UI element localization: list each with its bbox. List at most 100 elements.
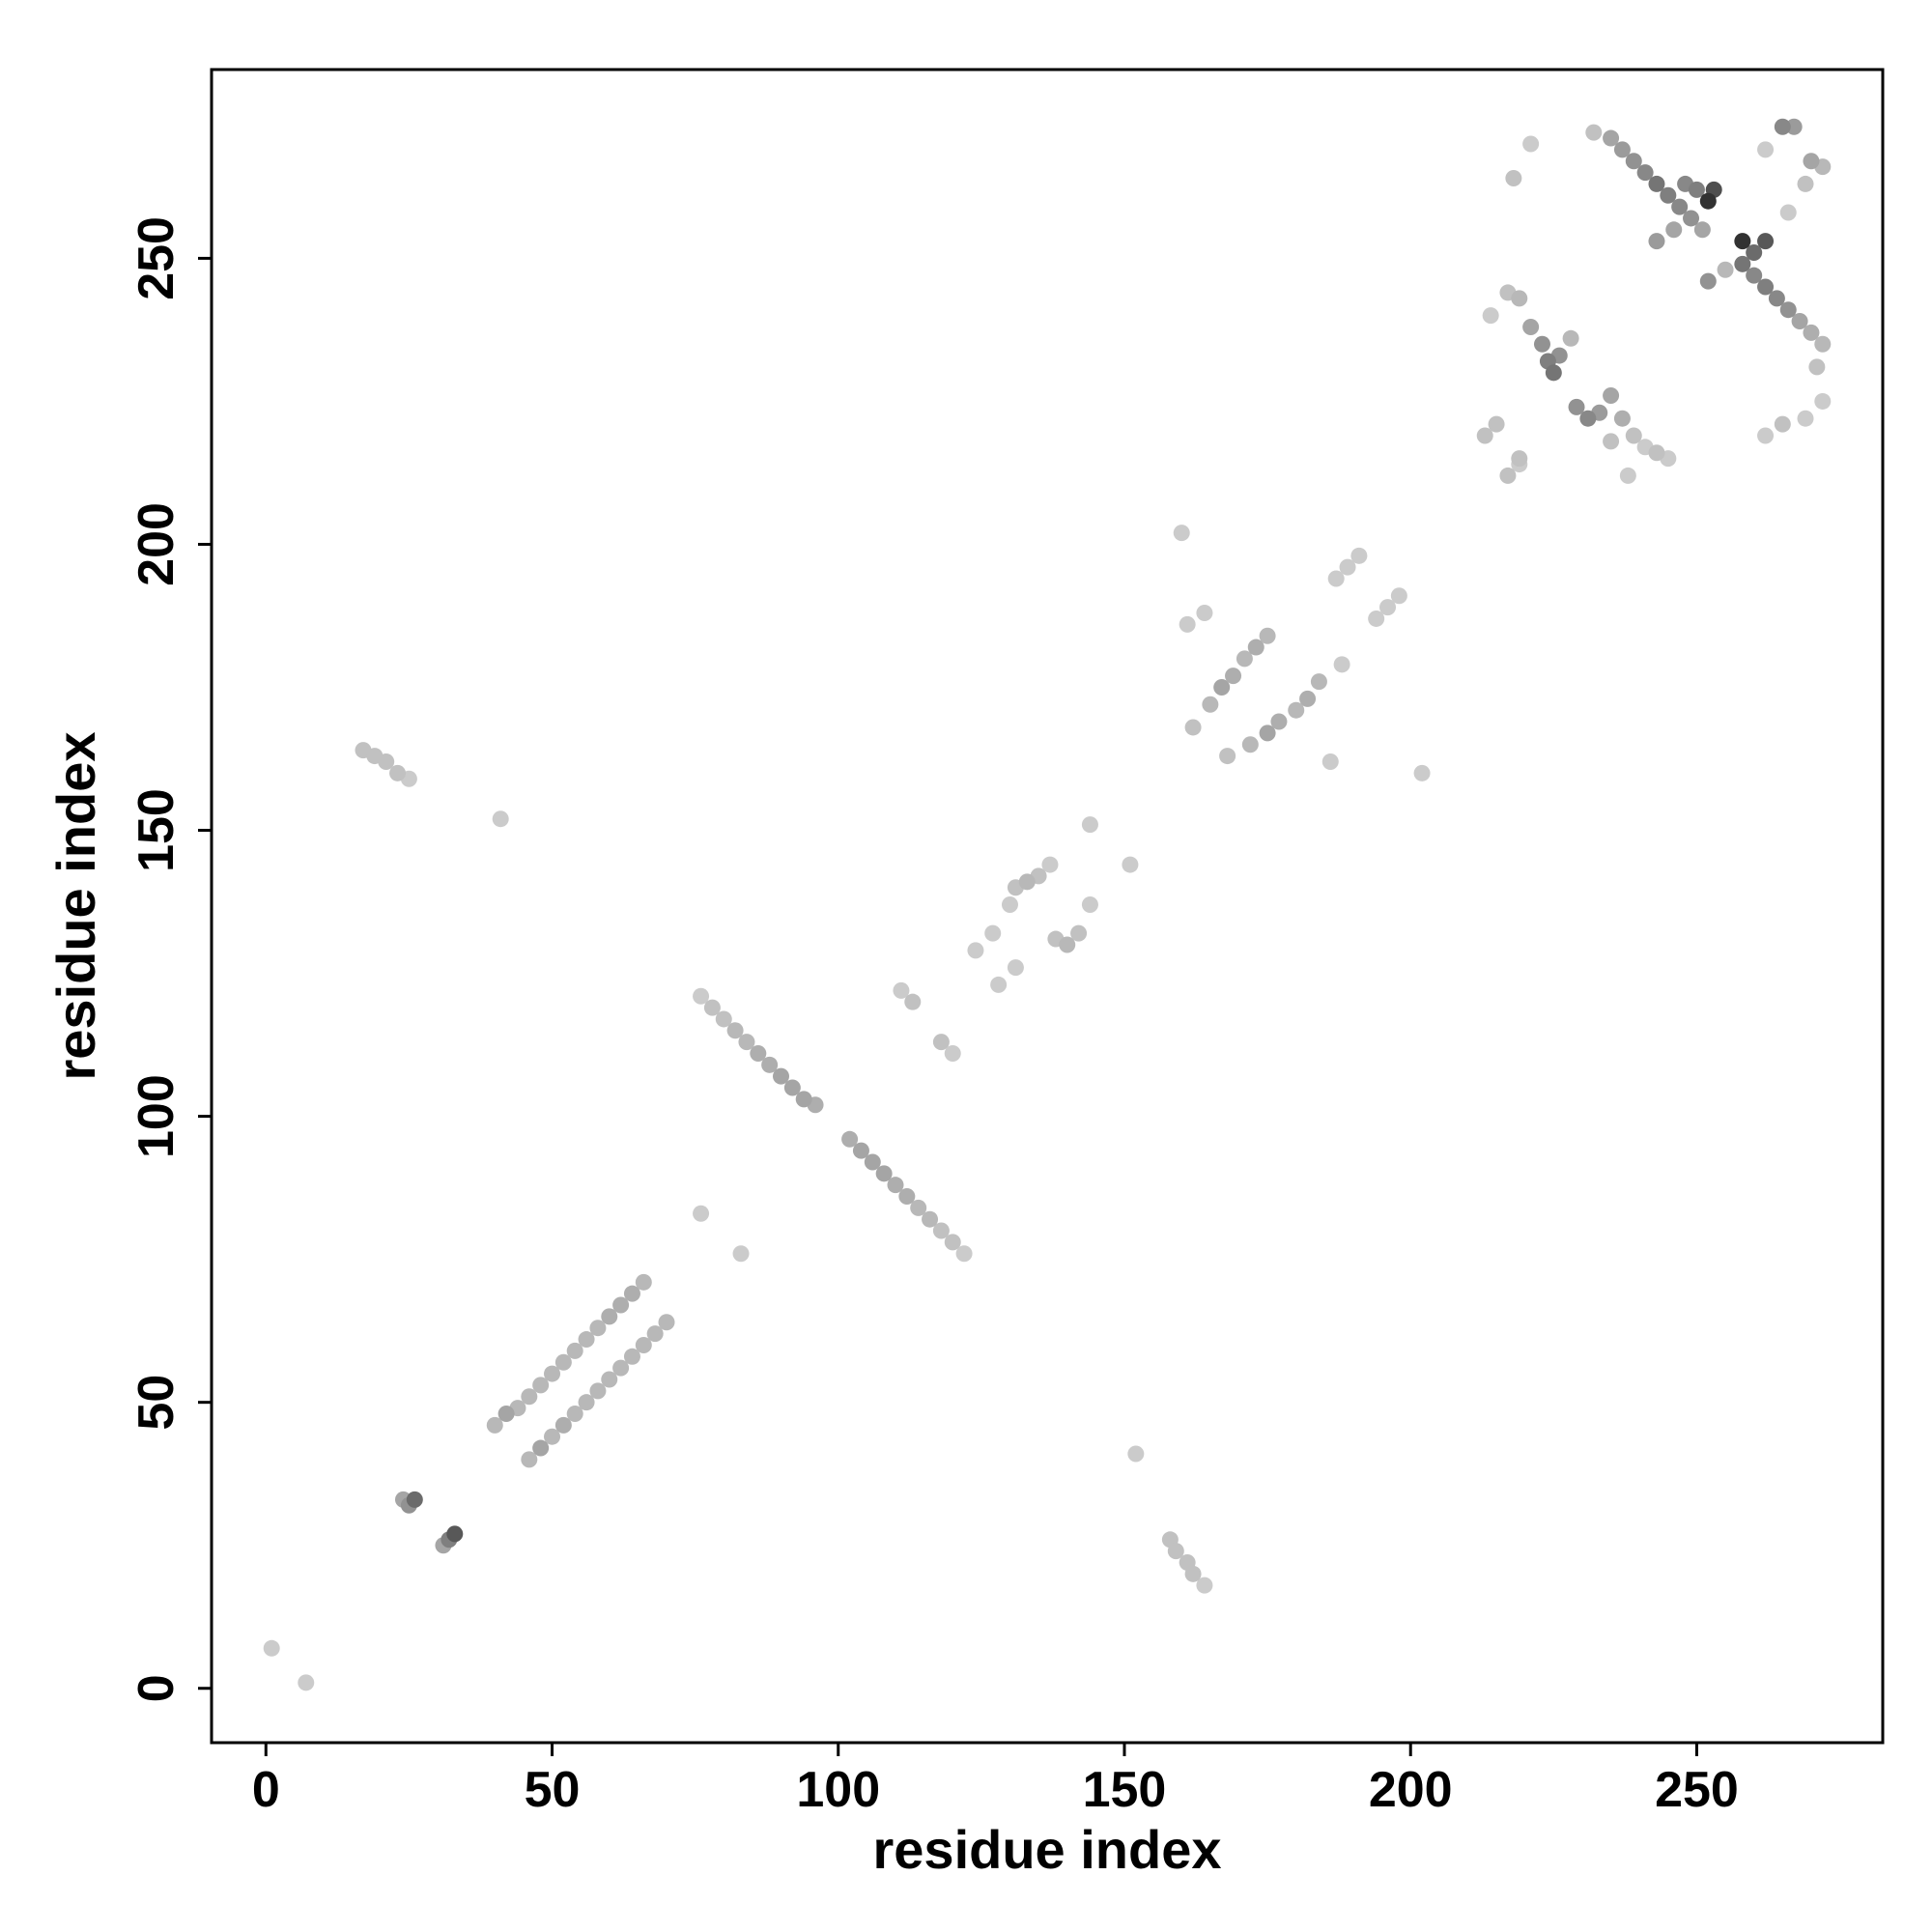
contact-point	[1757, 141, 1775, 158]
contact-point	[910, 1199, 927, 1216]
contact-point	[1613, 410, 1631, 427]
contact-point	[1081, 896, 1098, 914]
contact-point	[1665, 221, 1683, 239]
contact-point	[578, 1394, 595, 1411]
contact-point	[646, 1325, 664, 1343]
contact-point	[887, 1177, 904, 1194]
contact-point	[1693, 221, 1711, 239]
contact-point	[263, 1639, 280, 1657]
contact-point	[726, 1022, 744, 1039]
contact-point	[1202, 696, 1219, 713]
contact-point	[1699, 272, 1717, 290]
contact-point	[1001, 896, 1018, 914]
contact-point	[601, 1371, 618, 1388]
contact-point	[1757, 427, 1775, 444]
contact-point	[1241, 736, 1259, 753]
contact-point	[658, 1314, 675, 1331]
contact-point	[1041, 856, 1059, 873]
contact-point	[1797, 410, 1814, 427]
contact-point	[693, 1205, 710, 1222]
contact-point	[1350, 547, 1368, 564]
contact-point	[532, 1439, 550, 1457]
contact-point	[1127, 1445, 1145, 1463]
contact-point	[544, 1428, 561, 1445]
contact-point	[1603, 129, 1620, 147]
contact-point	[1196, 1577, 1213, 1594]
contact-point	[1081, 816, 1098, 834]
contact-point	[852, 1142, 869, 1159]
contact-point	[623, 1348, 640, 1365]
contact-point	[750, 1044, 767, 1062]
contact-point	[967, 942, 984, 959]
contact-point	[1683, 210, 1700, 227]
y-tick-label: 100	[128, 1074, 185, 1158]
contact-point	[1619, 467, 1636, 484]
contact-point	[298, 1674, 315, 1691]
data-points	[263, 118, 1832, 1691]
contact-point	[521, 1388, 538, 1406]
contact-point	[1734, 233, 1751, 250]
contact-point	[1327, 570, 1345, 587]
contact-point	[1660, 186, 1677, 204]
contact-point	[623, 1285, 640, 1302]
contact-point	[1259, 627, 1276, 644]
contact-point	[944, 1044, 961, 1062]
contact-point	[635, 1273, 652, 1291]
x-tick-label: 50	[525, 1762, 581, 1818]
contact-point	[497, 1406, 515, 1423]
contact-point	[955, 1245, 973, 1263]
x-tick-label: 200	[1369, 1762, 1453, 1818]
contact-point	[554, 1416, 572, 1434]
contact-point	[1413, 764, 1431, 781]
contact-point	[1603, 433, 1620, 450]
contact-point	[1774, 118, 1791, 135]
contact-point	[990, 976, 1008, 993]
contact-point	[932, 1222, 950, 1239]
x-axis-title: residue index	[872, 1819, 1221, 1880]
y-tick-label: 50	[128, 1375, 185, 1431]
contact-point	[1390, 587, 1407, 605]
y-tick-label: 150	[128, 788, 185, 872]
contact-point	[1167, 1543, 1184, 1560]
contact-point	[612, 1359, 630, 1377]
contact-point	[875, 1165, 893, 1182]
contact-point	[1774, 415, 1791, 433]
contact-point	[1339, 558, 1356, 576]
contact-point	[1648, 444, 1665, 462]
contact-point	[984, 924, 1002, 942]
contact-point	[578, 1331, 595, 1349]
contact-point	[1379, 599, 1397, 616]
contact-point	[773, 1067, 790, 1085]
contact-point	[1533, 335, 1550, 353]
contact-point	[566, 1342, 583, 1359]
contact-point	[1288, 701, 1305, 719]
contact-point	[589, 1382, 607, 1400]
y-axis: 0 50 100 150 200 250	[128, 216, 212, 1702]
contact-point	[446, 1525, 464, 1543]
plot-frame	[210, 68, 1885, 1745]
contact-point	[1368, 610, 1385, 627]
contact-point	[532, 1377, 550, 1394]
contact-point	[1613, 141, 1631, 158]
contact-point	[1476, 427, 1493, 444]
contact-point	[1488, 415, 1505, 433]
contact-point	[761, 1056, 779, 1073]
contact-point	[612, 1296, 630, 1314]
contact-point	[864, 1153, 881, 1171]
contact-point	[601, 1308, 618, 1325]
contact-point	[1814, 392, 1832, 410]
contact-point	[554, 1353, 572, 1371]
contact-point	[1746, 267, 1763, 284]
contact-point	[1803, 153, 1820, 170]
contact-point	[378, 753, 395, 770]
contact-point	[1734, 255, 1751, 272]
contact-point	[1247, 639, 1264, 656]
contact-point	[1511, 450, 1528, 468]
contact-point	[1757, 233, 1775, 250]
contact-point	[1779, 204, 1797, 221]
contact-point	[1299, 690, 1317, 707]
contact-point	[589, 1320, 607, 1337]
contact-point	[898, 1188, 916, 1206]
contact-point	[1270, 713, 1288, 730]
